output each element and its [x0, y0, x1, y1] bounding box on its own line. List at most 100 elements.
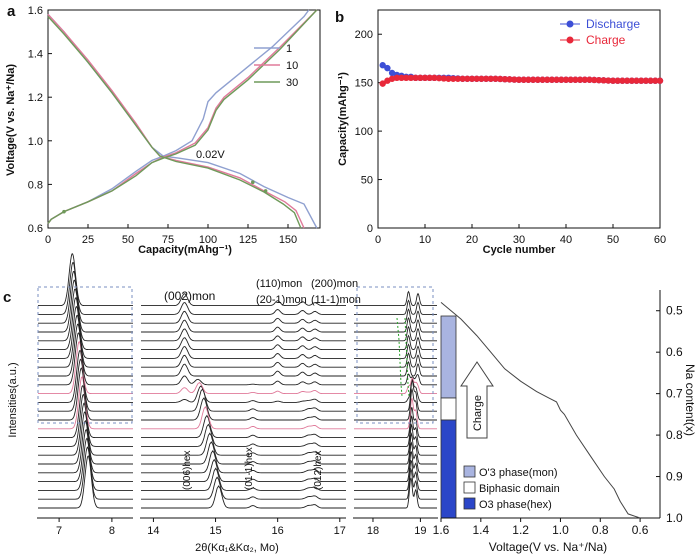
- panel-a-series-1-discharge: [47, 13, 318, 229]
- panel-b-ytick-label: 50: [361, 175, 373, 187]
- xrd-pattern-17-seg2: [141, 345, 346, 359]
- xrd-pattern-10-seg3: [354, 387, 437, 421]
- panel-b-point-Charge: [623, 77, 631, 84]
- xrd-pattern-6-seg2: [141, 432, 346, 456]
- panel-c-xtick-label: 16: [272, 525, 284, 537]
- xrd-pattern-18-seg3: [354, 334, 437, 351]
- panel-a-series-30-discharge: [47, 16, 302, 229]
- panel-b-point-Charge: [506, 76, 513, 83]
- panel-a-label: a: [7, 3, 16, 20]
- panel-b-point-Charge: [558, 76, 565, 83]
- xrd-pattern-11-seg1: [38, 358, 133, 412]
- panel-b-point-Charge: [412, 74, 419, 82]
- panel-a-ytick-label: 0.8: [28, 179, 43, 191]
- na-ylabel: Na content(x): [683, 364, 697, 436]
- xrd-guide-line: [404, 317, 410, 397]
- panel-a-xtick-label: 75: [162, 234, 174, 246]
- xrd-pattern-20-seg3: [354, 316, 437, 333]
- panel-b-point-Charge: [638, 77, 645, 84]
- xrd-pattern-3-seg2: [141, 458, 346, 483]
- panel-b-point-Charge: [468, 75, 476, 82]
- dashed-box-right: [356, 286, 434, 424]
- panel-c-xtick-label: 8: [109, 525, 115, 537]
- xrd-pattern-10-seg1: [38, 367, 133, 421]
- panel-b-xtick-label: 10: [419, 234, 431, 246]
- na-ytick-label: 0.7: [666, 387, 683, 401]
- panel-a-xtick-label: 150: [279, 234, 297, 246]
- xrd-pattern-15-seg2: [141, 363, 346, 377]
- voltage-xtick-label: 0.8: [592, 523, 609, 537]
- panel-b-point-Charge: [553, 76, 560, 83]
- xrd-pattern-19-seg2: [141, 328, 346, 342]
- xrd-pattern-16-seg2: [141, 354, 346, 368]
- xrd-pattern-6-seg3: [354, 423, 437, 456]
- xrd-pattern-8-seg3: [354, 407, 437, 439]
- panel-b-point-Charge: [534, 76, 541, 83]
- panel-c-xlabel: 2θ(Kα₁&Kα₂, Mo): [195, 542, 279, 554]
- panel-b-point-Charge: [586, 76, 593, 83]
- panel-b-legend-label: Charge: [586, 33, 626, 47]
- xrd-pattern-13-seg2: [141, 382, 346, 395]
- panel-b-point-Charge: [459, 75, 466, 82]
- panel-b-point-Charge: [609, 77, 617, 84]
- panel-c-label: c: [3, 289, 11, 306]
- voltage-xtick-label: 1.6: [433, 523, 450, 537]
- voltage-xtick-label: 0.6: [632, 523, 649, 537]
- panel-b-point-Charge: [487, 75, 494, 82]
- panel-b-ytick-label: 100: [355, 126, 373, 138]
- xrd-pattern-14-seg2: [141, 375, 346, 386]
- panel-c-xtick-label: 18: [367, 525, 379, 537]
- dashed-box-left: [37, 286, 133, 424]
- panel-a-annotation: 0.02V: [196, 149, 225, 161]
- xrd-pattern-16-seg1: [38, 314, 133, 368]
- xrd-pattern-20-seg2: [141, 319, 346, 333]
- panel-b-point-Charge: [445, 75, 452, 82]
- panel-b-point-Charge: [511, 76, 518, 83]
- panel-b-point-Charge: [642, 77, 650, 84]
- panel-b-point-Charge: [478, 75, 485, 82]
- peak-label-110mon: (110)mon: [256, 278, 302, 290]
- panel-b-point-Charge: [525, 76, 532, 83]
- panel-a-ytick-label: 1.4: [28, 49, 43, 61]
- panel-b-point-Discharge: [379, 62, 386, 69]
- panel-a-xtick-label: 125: [239, 234, 257, 246]
- panel-b-point-Charge: [492, 75, 499, 82]
- xrd-pattern-5-seg3: [354, 432, 437, 465]
- panel-b-point-Charge: [595, 76, 603, 84]
- panel-b-point-Charge: [614, 77, 621, 84]
- panel-a-series-30-charge: [47, 9, 318, 225]
- xrd-pattern-2-seg2: [141, 467, 346, 491]
- panel-b-point-Charge: [393, 74, 400, 82]
- panel-a-legend-label: 10: [286, 60, 298, 72]
- xrd-pattern-19-seg3: [354, 325, 437, 342]
- panel-b-point-Charge: [501, 75, 509, 83]
- phase-bar-hex: [440, 419, 457, 519]
- panel-a-xtick-label: 0: [45, 234, 51, 246]
- peak-label-006hex: (006)hex: [182, 451, 193, 490]
- panel-b-point-Charge: [440, 75, 447, 82]
- xrd-pattern-20-seg1: [38, 279, 133, 333]
- xrd-pattern-11-seg3: [354, 378, 437, 412]
- xrd-pattern-2-seg3: [354, 459, 437, 491]
- na-ytick-label: 0.9: [666, 470, 683, 484]
- panel-a-ylabel: Voltage(V vs. Na⁺/Na): [5, 64, 17, 176]
- panel-a-ytick-label: 1.2: [28, 92, 43, 104]
- xrd-pattern-7-seg2: [141, 423, 346, 447]
- peak-label-200mon: (200)mon: [311, 278, 358, 290]
- voltage-curve: [440, 302, 641, 519]
- panel-c-xtick-label: 15: [209, 525, 221, 537]
- na-ytick-label: 1.0: [666, 511, 683, 525]
- panel-a-ytick-label: 1.6: [28, 5, 43, 17]
- xrd-pattern-10-seg2: [141, 397, 346, 421]
- xrd-pattern-22-seg1: [38, 262, 133, 315]
- charge-arrow: [460, 361, 494, 439]
- panel-b-point-Charge: [576, 76, 584, 83]
- xrd-pattern-5-seg2: [141, 441, 346, 465]
- panel-b-point-Charge: [482, 75, 490, 82]
- xrd-pattern-0-seg2: [141, 485, 346, 509]
- panel-b: b 0 50 100 150 200 0 10 20 30 40 50 60 Capacity(mA…: [335, 9, 666, 256]
- xrd-pattern-1-seg1: [38, 446, 133, 500]
- panel-b-point-Charge: [403, 74, 410, 82]
- panel-c-xtick-label: 19: [414, 525, 426, 537]
- legend-swatch-biphasic: [463, 481, 476, 494]
